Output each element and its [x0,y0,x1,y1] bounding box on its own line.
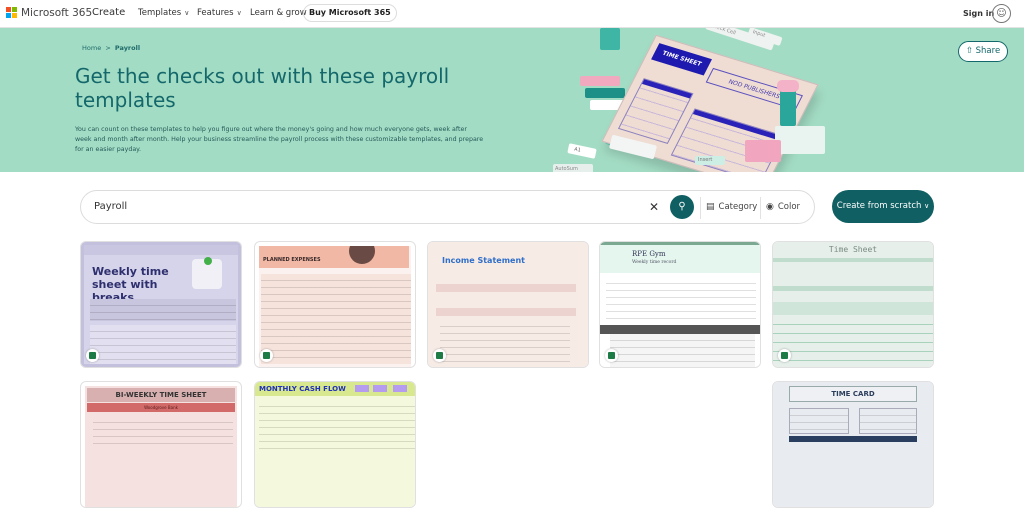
chevron-down-icon: ∨ [924,202,930,210]
nav-templates[interactable]: Templates ∨ [138,8,189,18]
microsoft-logo-icon[interactable] [6,7,17,18]
nav-label: Features [197,8,234,18]
chevron-down-icon: ∨ [184,9,190,17]
brand-link[interactable]: Microsoft 365 [21,7,93,19]
tag-insert: Insert [695,156,725,165]
chevron-down-icon: ∨ [236,9,242,17]
color-label: Color [777,202,801,212]
page-title: Get the checks out with these payroll te… [75,64,450,112]
buy-button[interactable]: Buy Microsoft 365 [303,4,397,22]
search-input[interactable]: Payroll [94,201,128,212]
template-title: BI-WEEKLY TIME SHEET [87,388,235,402]
category-icon: ▤ [706,202,715,212]
nav-create[interactable]: Create [92,7,126,18]
template-subtitle: Woodgrove Bank [87,403,235,412]
hero-banner: Home > Payroll Get the checks out with t… [0,28,1024,172]
category-filter[interactable]: ▤ Category [706,202,761,212]
excel-icon [260,349,273,362]
search-icon: ⚲ [678,201,686,212]
user-icon[interactable]: ☺ [992,4,1011,23]
template-title: PLANNED EXPENSES [263,257,321,263]
share-icon: ⇧ [965,46,973,56]
template-card[interactable]: RPE Gym Weekly time record [599,241,761,368]
tag-a1: A1 [567,143,597,159]
breadcrumb-current: Payroll [114,44,141,52]
share-label: Share [975,46,1001,56]
sheet-title: TIME SHEET [651,43,712,76]
create-label: Create from scratch [836,201,922,211]
top-nav: Microsoft 365 Create Templates ∨ Features… [0,0,1024,28]
template-subtitle: Weekly time record [632,260,677,265]
nav-features[interactable]: Features ∨ [197,8,242,18]
template-title: Time Sheet [828,245,878,254]
search-bar: Payroll ✕ ⚲ ▤ Category ◉ Color [80,190,815,224]
template-card[interactable]: BI-WEEKLY TIME SHEET Woodgrove Bank [80,381,242,508]
search-button[interactable]: ⚲ [670,195,694,219]
excel-icon [86,349,99,362]
template-card[interactable]: Income Statement [427,241,589,368]
nav-label: Templates [138,8,182,18]
color-filter[interactable]: ◉ Color [766,202,804,212]
create-from-scratch-button[interactable]: Create from scratch ∨ [832,190,934,223]
breadcrumb-home[interactable]: Home [82,44,102,52]
template-card[interactable]: MONTHLY CASH FLOW [254,381,416,508]
palette-icon: ◉ [766,202,774,212]
category-label: Category [718,202,758,212]
template-title: RPE Gym [632,250,666,258]
sign-in-link[interactable]: Sign in [963,9,995,18]
page-description: You can count on these templates to help… [75,126,484,153]
clear-search-icon[interactable]: ✕ [649,200,660,214]
template-card[interactable]: Weekly time sheet with breaks [80,241,242,368]
excel-icon [778,349,791,362]
template-title: MONTHLY CASH FLOW [259,385,346,393]
template-title: Income Statement [442,256,525,265]
template-title: TIME CARD [789,386,917,402]
breadcrumb: Home > Payroll [82,44,141,52]
excel-icon [433,349,446,362]
tag-autosum: AutoSum [553,164,593,172]
template-card[interactable]: Time Sheet [772,241,934,368]
share-button[interactable]: ⇧ Share [958,41,1008,62]
template-card[interactable]: TIME CARD [772,381,934,508]
excel-icon [605,349,618,362]
nav-learn[interactable]: Learn & grow [250,8,307,18]
template-card[interactable]: PLANNED EXPENSES [254,241,416,368]
